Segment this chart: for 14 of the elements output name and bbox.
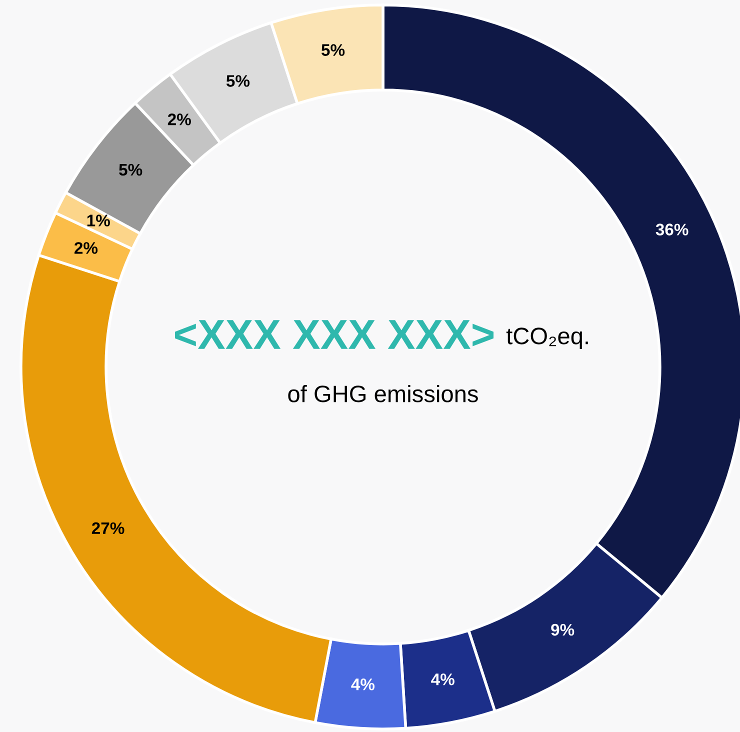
data-label: 27%: [92, 522, 124, 534]
text: of GHG emissions: [288, 384, 478, 402]
data-label: 4%: [351, 678, 375, 690]
data-label: 2%: [168, 114, 191, 126]
data-label: 2%: [74, 242, 98, 254]
text: tCO₂eq.: [506, 328, 588, 350]
data-label: 5%: [321, 44, 345, 56]
data-label: 1%: [87, 214, 110, 226]
data-label: 5%: [119, 164, 142, 176]
text: <XXX XXX XXX>: [175, 320, 494, 349]
data-label: 4%: [431, 674, 454, 686]
data-label: 5%: [226, 75, 250, 87]
data-label: 36%: [656, 224, 688, 236]
data-label: 9%: [551, 624, 574, 636]
